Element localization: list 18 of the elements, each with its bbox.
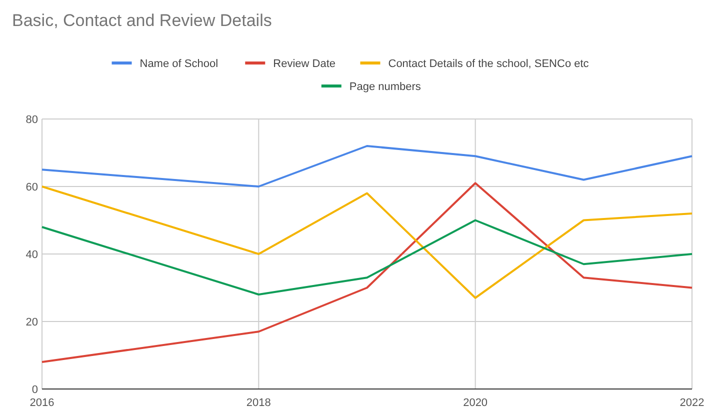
line-series: [41, 182, 693, 363]
legend-label: Page numbers: [349, 81, 422, 93]
y-tick-label: 0: [32, 384, 38, 396]
y-tick-label: 60: [26, 182, 38, 194]
y-tick-label: 20: [26, 316, 38, 328]
x-tick-label: 2018: [246, 397, 271, 409]
y-tick-label: 80: [26, 114, 38, 126]
x-tick-label: 2016: [30, 397, 54, 409]
chart-title: Basic, Contact and Review Details: [12, 11, 272, 30]
x-tick-label: 2022: [680, 397, 704, 409]
line-series: [41, 219, 693, 296]
legend-label: Contact Details of the school, SENCo etc: [388, 58, 590, 70]
y-tick-label: 40: [26, 249, 38, 261]
line-series: [41, 145, 693, 188]
legend-label: Name of School: [140, 58, 218, 70]
x-tick-label: 2020: [463, 397, 488, 409]
line-series: [41, 186, 693, 299]
legend-label: Review Date: [273, 58, 336, 70]
